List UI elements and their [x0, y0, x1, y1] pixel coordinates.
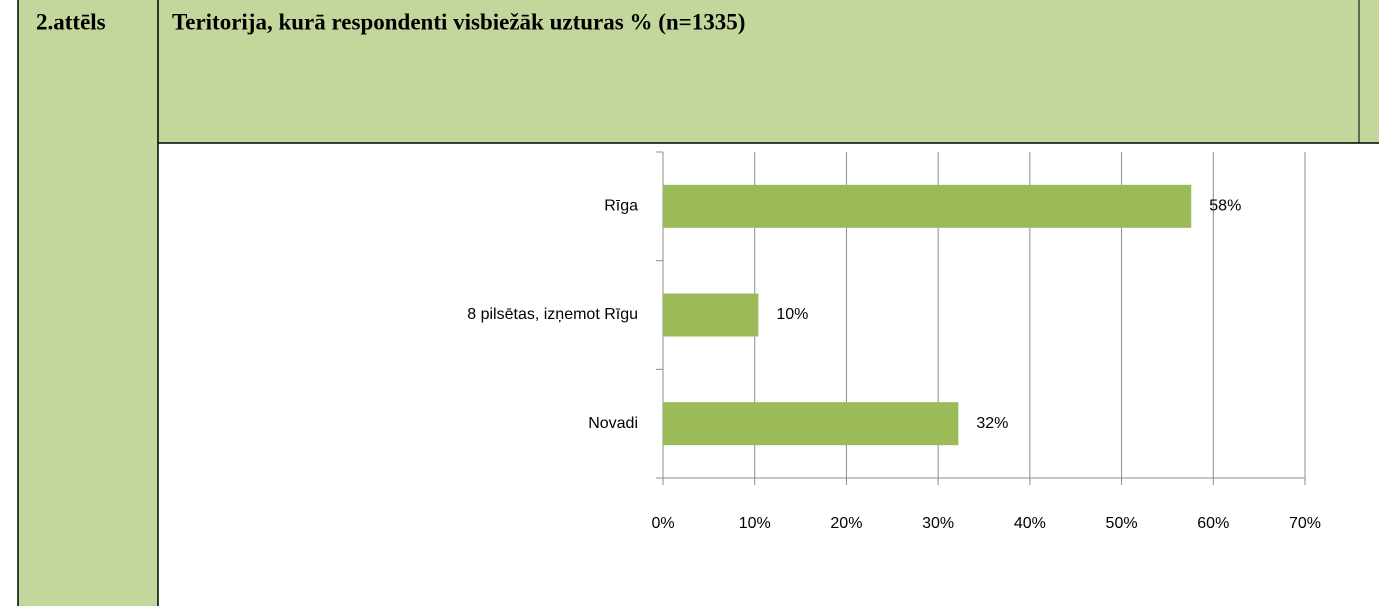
x-tick-label: 70%	[1289, 515, 1321, 532]
x-tick-label: 50%	[1106, 515, 1138, 532]
x-tick-label: 40%	[1014, 515, 1046, 532]
x-tick-label: 60%	[1197, 515, 1229, 532]
y-tick-label: Novadi	[588, 415, 638, 432]
data-label: 32%	[976, 415, 1008, 432]
bar	[663, 184, 1192, 228]
data-label: 10%	[776, 306, 808, 323]
x-tick-label: 10%	[739, 515, 771, 532]
chart-title: Teritorija, kurā respondenti visbiežāk u…	[172, 9, 745, 34]
bar	[663, 402, 959, 446]
y-tick-label: 8 pilsētas, izņemot Rīgu	[467, 306, 638, 323]
x-tick-label: 30%	[922, 515, 954, 532]
label-cell	[18, 0, 158, 606]
x-tick-label: 20%	[830, 515, 862, 532]
y-tick-label: Rīga	[604, 198, 638, 215]
bar	[663, 293, 759, 337]
figure-label: 2.attēls	[36, 9, 106, 34]
data-label: 58%	[1209, 198, 1241, 215]
x-tick-label: 0%	[651, 515, 674, 532]
title-cell	[158, 0, 1379, 143]
